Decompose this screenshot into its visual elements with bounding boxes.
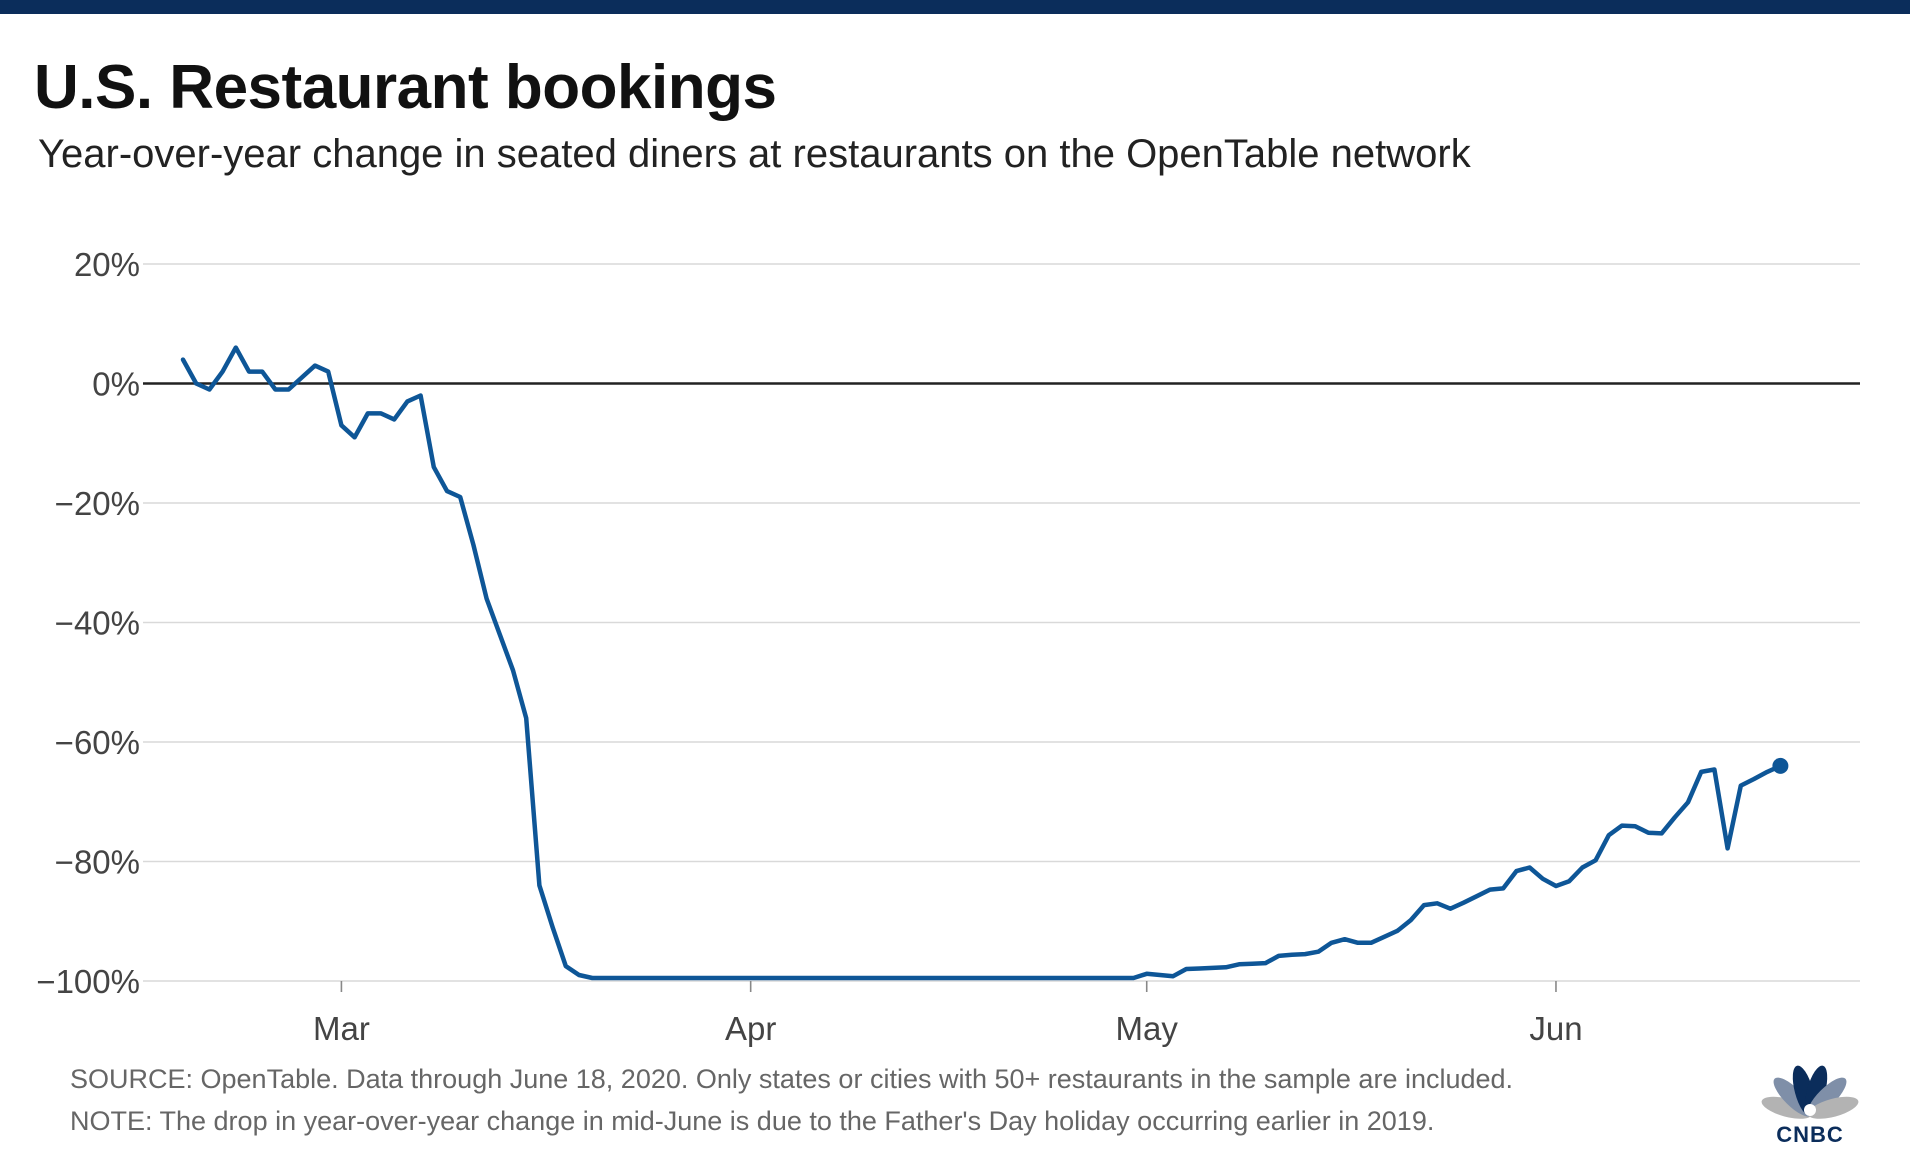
x-tick-label: May bbox=[1116, 1010, 1179, 1047]
y-tick-label: −100% bbox=[36, 963, 140, 1000]
series-line bbox=[180, 345, 1783, 981]
source-note: SOURCE: OpenTable. Data through June 18,… bbox=[70, 1064, 1514, 1094]
x-tick-label: Mar bbox=[313, 1010, 370, 1047]
nbc-peacock-icon bbox=[1761, 1065, 1859, 1119]
peacock-feather bbox=[1807, 1096, 1859, 1119]
top-accent-bar bbox=[0, 0, 1910, 14]
footnote: NOTE: The drop in year-over-year change … bbox=[70, 1106, 1435, 1136]
y-tick-label: −40% bbox=[55, 605, 140, 642]
y-tick-label: −80% bbox=[55, 844, 140, 881]
y-tick-label: 20% bbox=[74, 246, 140, 283]
chart-title: U.S. Restaurant bookings bbox=[34, 53, 777, 122]
y-tick-label: −60% bbox=[55, 724, 140, 761]
logo-wordmark: CNBC bbox=[1776, 1122, 1844, 1146]
chart-subtitle: Year-over-year change in seated diners a… bbox=[38, 132, 1471, 176]
chart-notes: SOURCE: OpenTable. Data through June 18,… bbox=[70, 1058, 1513, 1142]
cnbc-logo: CNBC bbox=[1761, 1065, 1859, 1146]
peacock-body bbox=[1804, 1104, 1816, 1116]
x-tick-label: Apr bbox=[725, 1010, 776, 1047]
y-tick-label: 0% bbox=[92, 366, 140, 403]
x-tick-label: Jun bbox=[1529, 1010, 1582, 1047]
end-point-marker bbox=[1772, 757, 1789, 774]
y-tick-label: −20% bbox=[55, 485, 140, 522]
